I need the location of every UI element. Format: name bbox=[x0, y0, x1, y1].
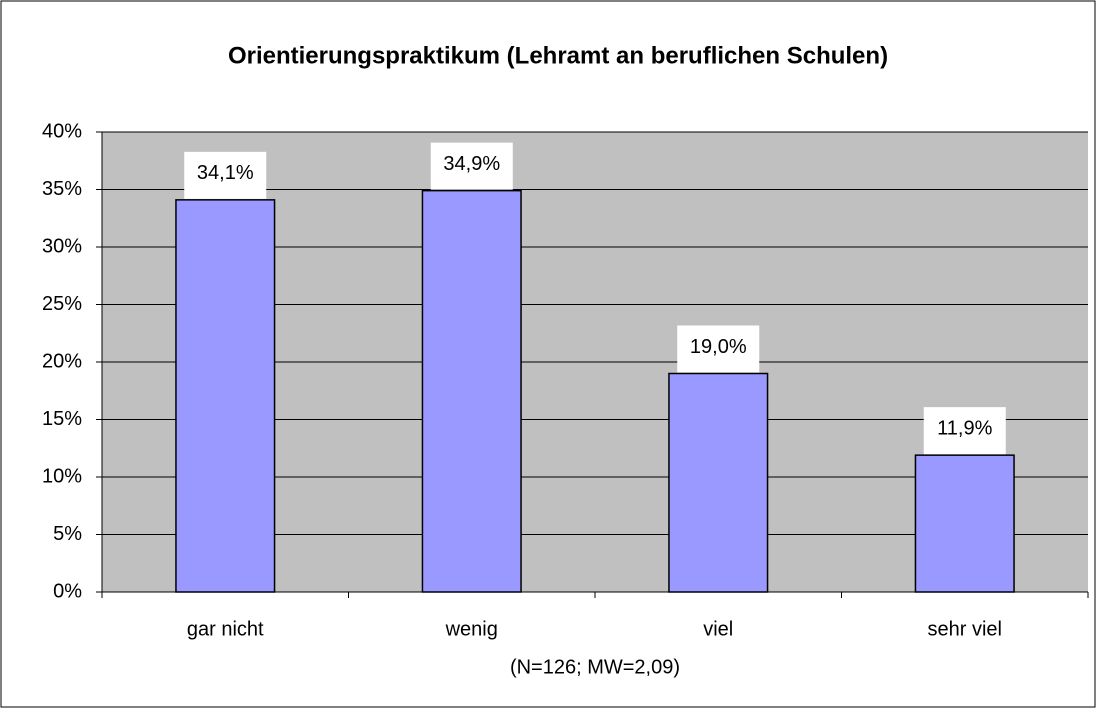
y-tick-label: 5% bbox=[53, 523, 82, 545]
data-label-box bbox=[677, 325, 760, 373]
data-label: 34,1% bbox=[197, 162, 254, 184]
x-tick-label: viel bbox=[703, 618, 733, 640]
x-axis-label: (N=126; MW=2,09) bbox=[510, 656, 680, 678]
y-tick-label: 40% bbox=[42, 120, 82, 142]
data-label-box bbox=[184, 151, 267, 199]
y-tick-label: 10% bbox=[42, 465, 82, 487]
y-tick-label: 35% bbox=[42, 178, 82, 200]
x-tick-label: gar nicht bbox=[187, 618, 264, 640]
y-tick-label: 15% bbox=[42, 408, 82, 430]
x-tick-label: sehr viel bbox=[928, 618, 1002, 640]
bar bbox=[668, 372, 769, 593]
y-tick-label: 25% bbox=[42, 293, 82, 315]
bar bbox=[914, 454, 1015, 593]
x-tick-label: wenig bbox=[445, 618, 498, 640]
bar bbox=[175, 199, 276, 593]
data-label: 11,9% bbox=[937, 417, 992, 439]
chart-title: Orientierungspraktikum (Lehramt an beruf… bbox=[228, 42, 888, 69]
data-label-box bbox=[430, 142, 513, 190]
y-tick-label: 0% bbox=[53, 580, 82, 602]
data-label-box bbox=[923, 407, 1006, 455]
data-label: 34,9% bbox=[443, 153, 500, 175]
data-label: 19,0% bbox=[690, 336, 747, 358]
y-tick-label: 20% bbox=[42, 350, 82, 372]
y-tick-label: 30% bbox=[42, 235, 82, 257]
bar bbox=[421, 189, 522, 593]
